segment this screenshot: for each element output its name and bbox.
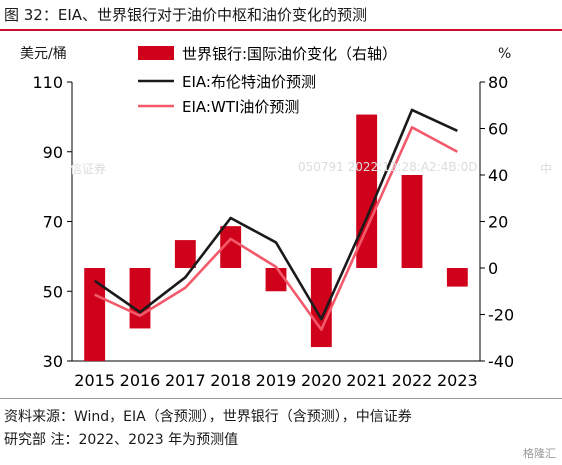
- title-rule: [0, 29, 562, 31]
- right-tick-label: 20: [488, 213, 508, 232]
- figure-title: 图 32：EIA、世界银行对于油价中枢和油价变化的预测: [4, 6, 368, 24]
- x-tick-label: 2018: [210, 371, 251, 390]
- line-brent: [93, 108, 458, 321]
- bar-oil-change: [265, 268, 287, 292]
- watermark-left: 信证券: [70, 162, 107, 176]
- x-tick-label: 2020: [301, 371, 342, 390]
- watermark-badge: 格隆汇: [523, 447, 556, 460]
- right-tick-label: 40: [488, 166, 508, 185]
- x-tick-label: 2019: [256, 371, 297, 390]
- left-tick-label: 110: [32, 73, 63, 92]
- left-tick-label: 90: [43, 143, 63, 162]
- x-tick-label: 2017: [165, 371, 206, 390]
- right-tick-label: 80: [488, 73, 508, 92]
- left-tick-label: 50: [43, 282, 63, 301]
- right-tick-label: 0: [488, 259, 498, 278]
- bar-oil-change: [129, 268, 151, 329]
- right-tick-label: 60: [488, 120, 508, 139]
- left-tick-label: 30: [43, 352, 63, 371]
- x-tick-label: 2015: [74, 371, 115, 390]
- bar-oil-change: [310, 268, 332, 348]
- watermark-right: 中: [540, 162, 553, 176]
- bar-oil-change: [174, 240, 196, 268]
- x-tick-label: 2016: [120, 371, 161, 390]
- legend-label-brent: EIA:布伦特油价预测: [182, 73, 316, 91]
- bar-oil-change: [84, 268, 106, 361]
- bar-oil-change: [446, 268, 468, 287]
- line-wti: [94, 126, 458, 331]
- watermark-mid: 050791 2022:12:28:A2:4B:0D: [298, 160, 478, 174]
- left-tick-label: 70: [43, 213, 63, 232]
- bar-oil-change: [220, 226, 242, 268]
- bottom-rule: [0, 398, 562, 399]
- x-tick-label: 2023: [437, 371, 478, 390]
- legend-swatch-bar: [138, 46, 174, 60]
- source-note: 资料来源：Wind，EIA（含预测），世界银行（含预测），中信证券 研究部 注：…: [4, 406, 558, 452]
- legend-label-bar: 世界银行:国际油价变化（右轴）: [182, 45, 397, 63]
- right-tick-label: -20: [488, 306, 514, 325]
- legend-label-wti: EIA:WTI油价预测: [182, 98, 299, 116]
- left-axis-unit: 美元/桶: [20, 46, 67, 62]
- source-line-2: 研究部 注：2022、2023 年为预测值: [4, 432, 239, 448]
- right-axis-unit: %: [498, 46, 511, 62]
- x-tick-label: 2021: [346, 371, 387, 390]
- x-tick-label: 2022: [392, 371, 433, 390]
- source-line-1: 资料来源：Wind，EIA（含预测），世界银行（含预测），中信证券: [4, 409, 412, 425]
- chart-area: 美元/桶% 30 50 70 90 110 -40 -20 0 20 40 60 80 2015 2016 2…: [0, 34, 562, 396]
- bar-oil-change: [401, 175, 423, 268]
- right-tick-label: -40: [488, 352, 514, 371]
